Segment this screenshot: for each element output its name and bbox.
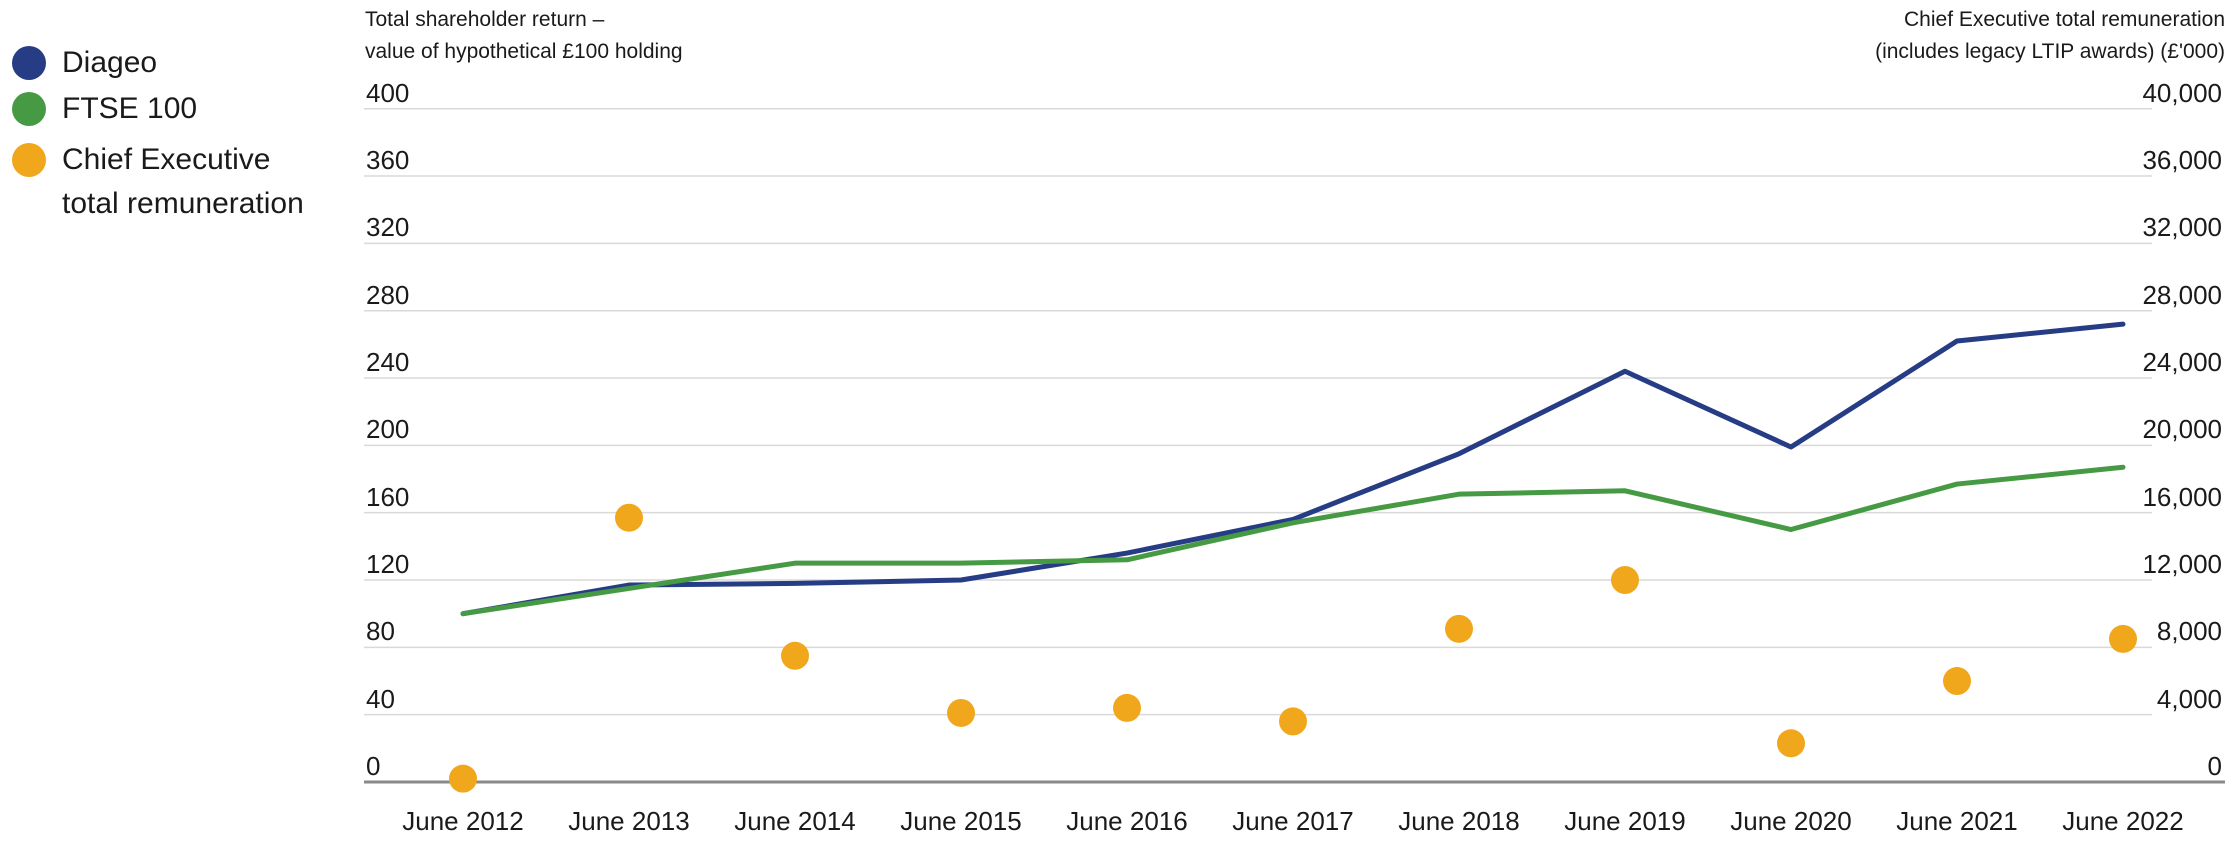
right-axis-tick-28000: 28,000: [2142, 279, 2222, 310]
right-axis-tick-32000: 32,000: [2142, 212, 2222, 243]
left-axis-tick-240: 240: [366, 347, 410, 378]
x-axis-label-june-2013: June 2013: [568, 806, 690, 836]
legend-label-diageo: Diageo: [62, 46, 158, 79]
right-axis-tick-4000: 4,000: [2156, 683, 2222, 714]
right-axis-tick-0: 0: [2207, 751, 2222, 781]
ceo-remuneration-point-june-2022: [2109, 624, 2137, 653]
legend-item-ceo-remuneration: Chief Executive total remuneration: [12, 138, 304, 226]
x-axis-label-june-2012: June 2012: [402, 806, 524, 836]
x-axis-label-june-2021: June 2021: [1896, 806, 2018, 836]
x-axis-label-june-2017: June 2017: [1232, 806, 1354, 836]
ceo-remuneration-point-june-2021: [1943, 667, 1971, 696]
left-axis-tick-80: 80: [366, 616, 395, 647]
ceo-remuneration-point-june-2020: [1777, 729, 1805, 758]
right-axis-tick-8000: 8,000: [2156, 616, 2222, 647]
x-axis-label-june-2014: June 2014: [734, 806, 856, 836]
ceo-remuneration-point-june-2014: [781, 641, 809, 670]
right-axis-tick-16000: 16,000: [2142, 481, 2222, 512]
left-axis-tick-0: 0: [366, 751, 381, 781]
x-axis-label-june-2015: June 2015: [900, 806, 1022, 836]
legend: Diageo FTSE 100 Chief Executive total re…: [12, 46, 304, 238]
left-axis-tick-40: 40: [366, 683, 395, 714]
legend-item-diageo: Diageo: [12, 46, 304, 80]
ftse-100-line: [460, 464, 2126, 617]
left-axis-title: Total shareholder return – value of hypo…: [365, 4, 683, 68]
left-axis-title-line2: value of hypothetical £100 holding: [365, 40, 683, 63]
right-axis-title-line2: (includes legacy LTIP awards) (£'000): [1875, 40, 2225, 63]
ceo-remuneration-point-june-2012: [449, 764, 477, 793]
right-axis-title-line1: Chief Executive total remuneration: [1904, 8, 2225, 31]
legend-item-ftse100: FTSE 100: [12, 92, 304, 126]
ceo-remuneration-point-june-2013: [615, 503, 643, 532]
left-axis-tick-400: 400: [366, 77, 410, 108]
left-axis-tick-320: 320: [366, 212, 410, 243]
x-axis-label-june-2019: June 2019: [1564, 806, 1686, 836]
x-axis-label-june-2016: June 2016: [1066, 806, 1188, 836]
right-axis-tick-24000: 24,000: [2142, 347, 2222, 378]
right-axis-tick-36000: 36,000: [2142, 145, 2222, 176]
legend-label-ceo-remuneration: Chief Executive total remuneration: [62, 138, 304, 226]
legend-label-ceo-line2: total remuneration: [62, 187, 304, 220]
diageo-line: [460, 321, 2126, 617]
diageo-legend-dot-icon: [12, 46, 46, 80]
ceo-remuneration-legend-dot-icon: [12, 143, 46, 177]
x-axis-label-june-2020: June 2020: [1730, 806, 1852, 836]
ftse100-legend-dot-icon: [12, 92, 46, 126]
left-axis-tick-200: 200: [366, 414, 410, 445]
right-axis-title: Chief Executive total remuneration (incl…: [1875, 4, 2225, 68]
legend-label-ftse100: FTSE 100: [62, 92, 198, 125]
right-axis-tick-12000: 12,000: [2142, 549, 2222, 579]
left-axis-tick-120: 120: [366, 549, 410, 579]
left-axis-tick-160: 160: [366, 481, 410, 512]
ceo-remuneration-point-june-2016: [1113, 693, 1141, 722]
x-axis-label-june-2018: June 2018: [1398, 806, 1520, 836]
x-axis-label-june-2022: June 2022: [2062, 806, 2184, 836]
ceo-remuneration-point-june-2017: [1279, 707, 1307, 736]
left-axis-tick-360: 360: [366, 145, 410, 176]
ceo-remuneration-point-june-2019: [1611, 566, 1639, 595]
ceo-remuneration-point-june-2015: [947, 698, 975, 727]
left-axis-tick-280: 280: [366, 279, 410, 310]
left-axis-title-line1: Total shareholder return –: [365, 8, 605, 31]
right-axis-tick-20000: 20,000: [2142, 414, 2222, 445]
ceo-remuneration-point-june-2018: [1445, 614, 1473, 643]
right-axis-tick-40000: 40,000: [2142, 77, 2222, 108]
legend-label-ceo-line1: Chief Executive: [62, 143, 271, 176]
